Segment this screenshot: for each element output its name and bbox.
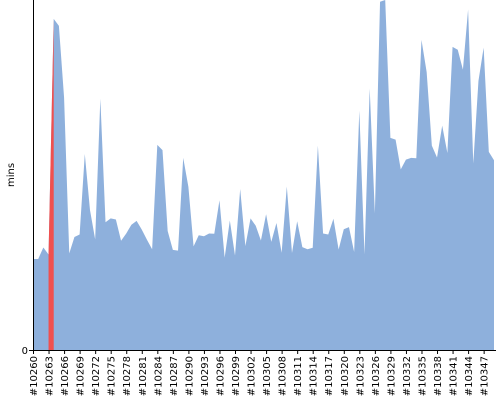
- x-tick-label: #10266: [60, 356, 71, 396]
- highlight-area: [48, 18, 54, 351]
- x-tick-label: #10335: [417, 356, 428, 396]
- x-tick-label: #10308: [278, 356, 289, 396]
- y-tick-label: 0: [22, 346, 28, 357]
- x-tick-label: #10278: [122, 356, 133, 396]
- x-tick-label: #10332: [402, 356, 413, 396]
- x-tick-label: #10281: [138, 356, 149, 396]
- x-tick-label: #10329: [386, 356, 397, 396]
- x-tick-label: #10338: [433, 356, 444, 396]
- x-tick-label: #10260: [29, 356, 40, 396]
- x-tick-layer: #10260 #10263 #10266 #10269 #10272 #10275 #102…: [29, 350, 491, 396]
- x-tick-label: #10287: [169, 356, 180, 396]
- x-tick-label: #10293: [200, 356, 211, 396]
- x-tick-label: #10299: [231, 356, 242, 396]
- x-tick-label: #10284: [153, 356, 164, 396]
- x-tick-label: #10290: [184, 356, 195, 396]
- x-tick-label: #10326: [371, 356, 382, 396]
- y-axis-label: mins: [6, 163, 17, 187]
- x-tick-label: #10341: [449, 356, 460, 396]
- x-tick-label: #10347: [480, 356, 491, 396]
- x-tick-label: #10275: [107, 356, 118, 396]
- x-tick-label: #10302: [247, 356, 258, 396]
- series-layer: [33, 0, 494, 350]
- x-tick-label: #10314: [309, 356, 320, 396]
- x-tick-label: #10269: [76, 356, 87, 396]
- x-tick-label: #10344: [464, 356, 475, 396]
- x-tick-label: #10311: [293, 356, 304, 396]
- y-tick-layer: 0: [22, 346, 33, 357]
- highlight-layer: [48, 18, 54, 351]
- x-tick-label: #10305: [262, 356, 273, 396]
- x-tick-label: #10296: [215, 356, 226, 396]
- x-tick-label: #10317: [324, 356, 335, 396]
- x-tick-label: #10263: [45, 356, 56, 396]
- x-tick-label: #10320: [340, 356, 351, 396]
- x-tick-label: #10323: [355, 356, 366, 396]
- x-tick-label: #10272: [91, 356, 102, 396]
- series-area: [33, 0, 494, 350]
